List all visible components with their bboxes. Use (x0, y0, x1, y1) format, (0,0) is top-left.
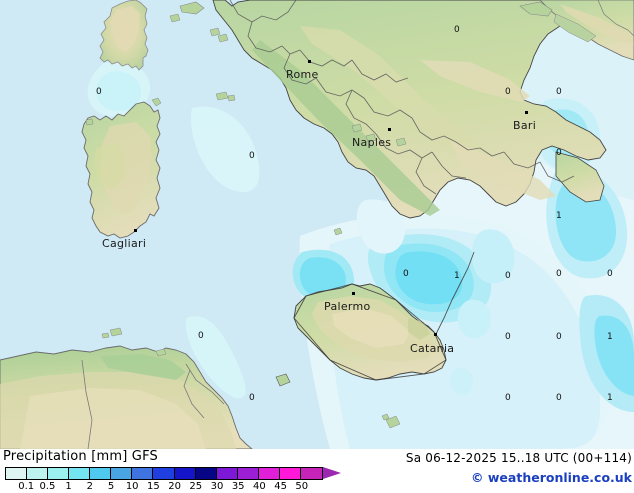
legend-tick-40: 40 (253, 481, 266, 492)
legend-tick-45: 45 (274, 481, 287, 492)
legend-tick-30: 30 (210, 481, 224, 492)
legend-tick-50: 50 (295, 481, 309, 492)
legend-tick-2: 2 (86, 481, 93, 492)
legend-swatch-4 (90, 468, 112, 479)
legend-tick-25: 25 (189, 481, 203, 492)
legend-swatch-10 (216, 468, 238, 479)
legend-swatch-3 (69, 468, 91, 479)
legend-tick-35: 35 (231, 481, 245, 492)
legend-tick-15: 15 (147, 481, 160, 492)
legend-swatch-7 (153, 468, 175, 479)
legend-swatch-14 (300, 468, 322, 479)
legend-tick-5: 5 (107, 481, 115, 492)
map-canvas[interactable]: Rome Naples Bari Cagliari Palermo Catani… (0, 0, 634, 449)
legend-title: Precipitation [mm] GFS (3, 449, 158, 464)
contour-layer (293, 251, 475, 381)
legend-tick-0.1: 0.1 (18, 481, 35, 492)
legend-overflow-arrow (323, 467, 341, 479)
land-layer (0, 0, 634, 449)
legend-swatch-11 (237, 468, 259, 479)
legend-tick-labels: 0.1 0.5 1 2 5 10 15 20 25 30 35 40 45 50 (0, 481, 340, 493)
map-graphics (0, 0, 634, 449)
legend-swatch-0 (6, 468, 28, 479)
legend-swatch-8 (174, 468, 196, 479)
legend-swatch-6 (132, 468, 154, 479)
legend-swatch-12 (258, 468, 280, 479)
legend-footer: Precipitation [mm] GFS 0.1 0.5 1 2 5 10 15 20 25… (0, 449, 634, 493)
legend-tick-20: 20 (168, 481, 181, 492)
copyright-notice[interactable]: © weatheronline.co.uk (471, 470, 632, 485)
legend-swatch-9 (195, 468, 217, 479)
legend-tick-1: 1 (65, 481, 72, 492)
legend-swatch-2 (48, 468, 70, 479)
legend-color-bar (5, 467, 323, 480)
model-run-info: Sa 06-12-2025 15..18 UTC (00+114) (405, 451, 632, 465)
legend-tick-10: 10 (125, 481, 139, 492)
legend-swatch-1 (27, 468, 49, 479)
legend-swatch-5 (111, 468, 133, 479)
legend-swatch-13 (279, 468, 301, 479)
legend-tick-0.5: 0.5 (39, 481, 56, 492)
